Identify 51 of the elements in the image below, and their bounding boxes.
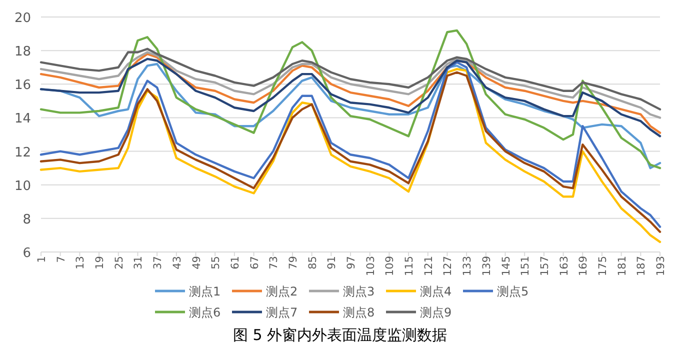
x-tick-label: 157 — [538, 256, 551, 276]
y-tick-label: 8 — [22, 212, 31, 228]
y-tick-label: 6 — [22, 246, 31, 261]
x-tick-label: 1 — [36, 256, 48, 263]
y-tick-label: 12 — [14, 145, 31, 160]
x-tick-label: 145 — [500, 256, 512, 276]
y-tick-label: 18 — [14, 44, 31, 60]
x-tick-label: 61 — [229, 256, 242, 270]
legend-label: 测点5 — [497, 284, 529, 298]
x-tick-label: 55 — [210, 256, 222, 270]
x-tick-label: 91 — [326, 256, 338, 270]
x-tick-label: 19 — [94, 256, 106, 270]
legend-label: 测点1 — [189, 284, 221, 298]
x-tick-label: 7 — [55, 256, 68, 263]
x-tick-label: 151 — [520, 256, 532, 276]
x-tick-label: 31 — [132, 256, 145, 270]
x-tick-label: 193 — [655, 256, 667, 276]
legend-label: 测点6 — [189, 306, 221, 320]
x-tick-label: 25 — [113, 256, 126, 270]
x-tick-label: 187 — [636, 256, 648, 276]
x-tick-label: 139 — [480, 256, 493, 276]
x-tick-label: 169 — [578, 256, 590, 276]
text: 图 5 外窗内外表面温度监测数据 — [232, 326, 448, 344]
legend-label: 测点8 — [343, 306, 375, 320]
x-tick-label: 109 — [384, 256, 396, 276]
x-tick-label: 73 — [268, 256, 280, 270]
legend-label: 测点9 — [420, 306, 452, 320]
x-tick-label: 67 — [248, 256, 261, 270]
x-tick-label: 181 — [616, 256, 628, 276]
x-tick-label: 13 — [74, 256, 87, 270]
x-tick-label: 103 — [364, 256, 377, 276]
x-tick-label: 43 — [171, 256, 184, 270]
x-tick-label: 133 — [462, 256, 474, 276]
x-tick-label: 49 — [190, 256, 203, 270]
y-tick-label: 14 — [14, 112, 31, 127]
y-tick-label: 10 — [14, 178, 31, 194]
x-tick-label: 85 — [306, 256, 319, 270]
legend-label: 测点3 — [343, 284, 375, 298]
x-tick-label: 115 — [404, 256, 416, 276]
x-tick-label: 37 — [152, 256, 164, 270]
y-tick-label: 16 — [14, 78, 31, 94]
x-tick-label: 79 — [287, 256, 300, 270]
x-tick-label: 121 — [422, 256, 435, 276]
legend-label: 测点4 — [420, 284, 452, 298]
y-tick-label: 20 — [14, 11, 31, 26]
x-tick-label: 163 — [558, 256, 570, 276]
x-tick-label: 127 — [442, 256, 454, 276]
x-tick-label: 97 — [346, 256, 358, 270]
x-tick-label: 175 — [596, 256, 609, 276]
legend-label: 测点2 — [266, 284, 298, 298]
legend-label: 测点7 — [266, 306, 298, 320]
